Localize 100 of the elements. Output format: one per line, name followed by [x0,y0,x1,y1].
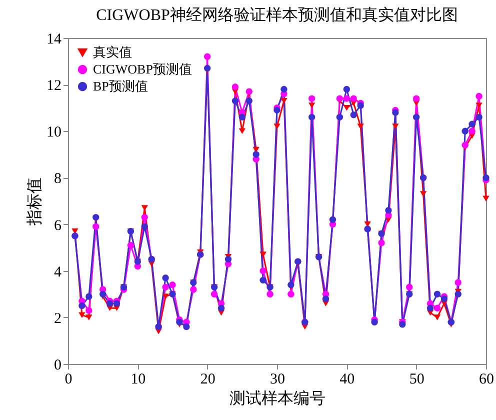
point [462,142,468,148]
x-tick-label: 40 [340,372,355,388]
point [420,191,427,197]
y-tick-label: 6 [54,218,62,234]
point [357,124,364,130]
point [308,114,316,121]
point [224,256,232,263]
point [357,102,364,109]
y-axis-title: 指标值 [26,178,44,226]
x-tick-label: 30 [270,372,285,388]
point [462,128,468,134]
point [482,196,490,202]
point [343,104,350,111]
point [274,106,280,114]
point [454,290,462,298]
point [274,124,280,130]
point [350,111,357,118]
point [440,295,448,302]
point [99,290,106,298]
point [232,84,239,90]
point [127,242,134,249]
point [141,214,148,221]
point [385,206,392,214]
point [210,290,218,298]
point [141,205,148,211]
y-tick-label: 10 [46,124,62,141]
point [378,240,385,246]
point [113,300,120,307]
point [141,223,148,230]
point [454,279,462,286]
point [106,300,114,307]
point [308,102,316,108]
point [92,214,100,221]
point [392,124,399,130]
point [406,284,413,291]
y-tick-label: 4 [54,264,62,280]
point [204,64,211,72]
point [412,95,420,102]
point [78,312,86,318]
point [322,295,330,302]
legend-label: BP预测值 [93,78,148,94]
point [476,92,482,100]
point [426,304,434,312]
point [280,98,288,104]
x-tick-label: 50 [409,372,424,388]
legend-label: CIGWOBP预测值 [93,62,192,76]
x-tick-label: 60 [479,372,494,388]
point [336,95,344,102]
point [260,252,266,258]
x-tick-label: 0 [64,372,72,388]
x-axis-title: 测试样本编号 [230,390,326,408]
point [399,321,406,328]
x-tick-label: 20 [200,372,216,388]
point [86,293,92,300]
y-tick-label: 8 [54,171,62,188]
point [246,88,252,95]
point [238,128,246,134]
y-tick-label: 14 [46,32,62,48]
point [336,114,344,121]
point [343,95,350,102]
point [280,86,288,93]
point [329,216,336,223]
point [162,294,169,300]
point [246,98,252,104]
y-tick-label: 2 [54,310,62,327]
point [260,268,266,274]
point [169,281,176,288]
point [288,281,294,288]
point [86,314,92,320]
point [238,114,246,121]
point [412,114,420,121]
point [392,109,399,116]
point [476,102,482,108]
point [204,53,211,60]
point [343,86,350,93]
point [78,302,86,310]
point [176,318,183,326]
point [86,307,92,314]
point [162,284,169,291]
point [266,290,274,298]
point [190,286,197,293]
point [434,304,441,312]
point [218,304,225,312]
point [468,120,476,128]
point [434,314,441,320]
point [260,276,266,284]
point [350,95,357,102]
point [288,290,294,298]
point [252,151,260,158]
chart-title: CIGWOBP神经网络验证样本预测值和真实值对比图 [96,6,458,24]
point [308,95,316,102]
point [232,98,239,104]
point [482,174,490,182]
point [476,114,482,121]
x-tick-label: 10 [130,372,146,388]
legend-label: 真实值 [93,44,132,60]
y-tick-label: 12 [46,78,62,94]
y-tick-label: 0 [54,358,62,374]
point [434,290,441,298]
point [92,223,100,230]
